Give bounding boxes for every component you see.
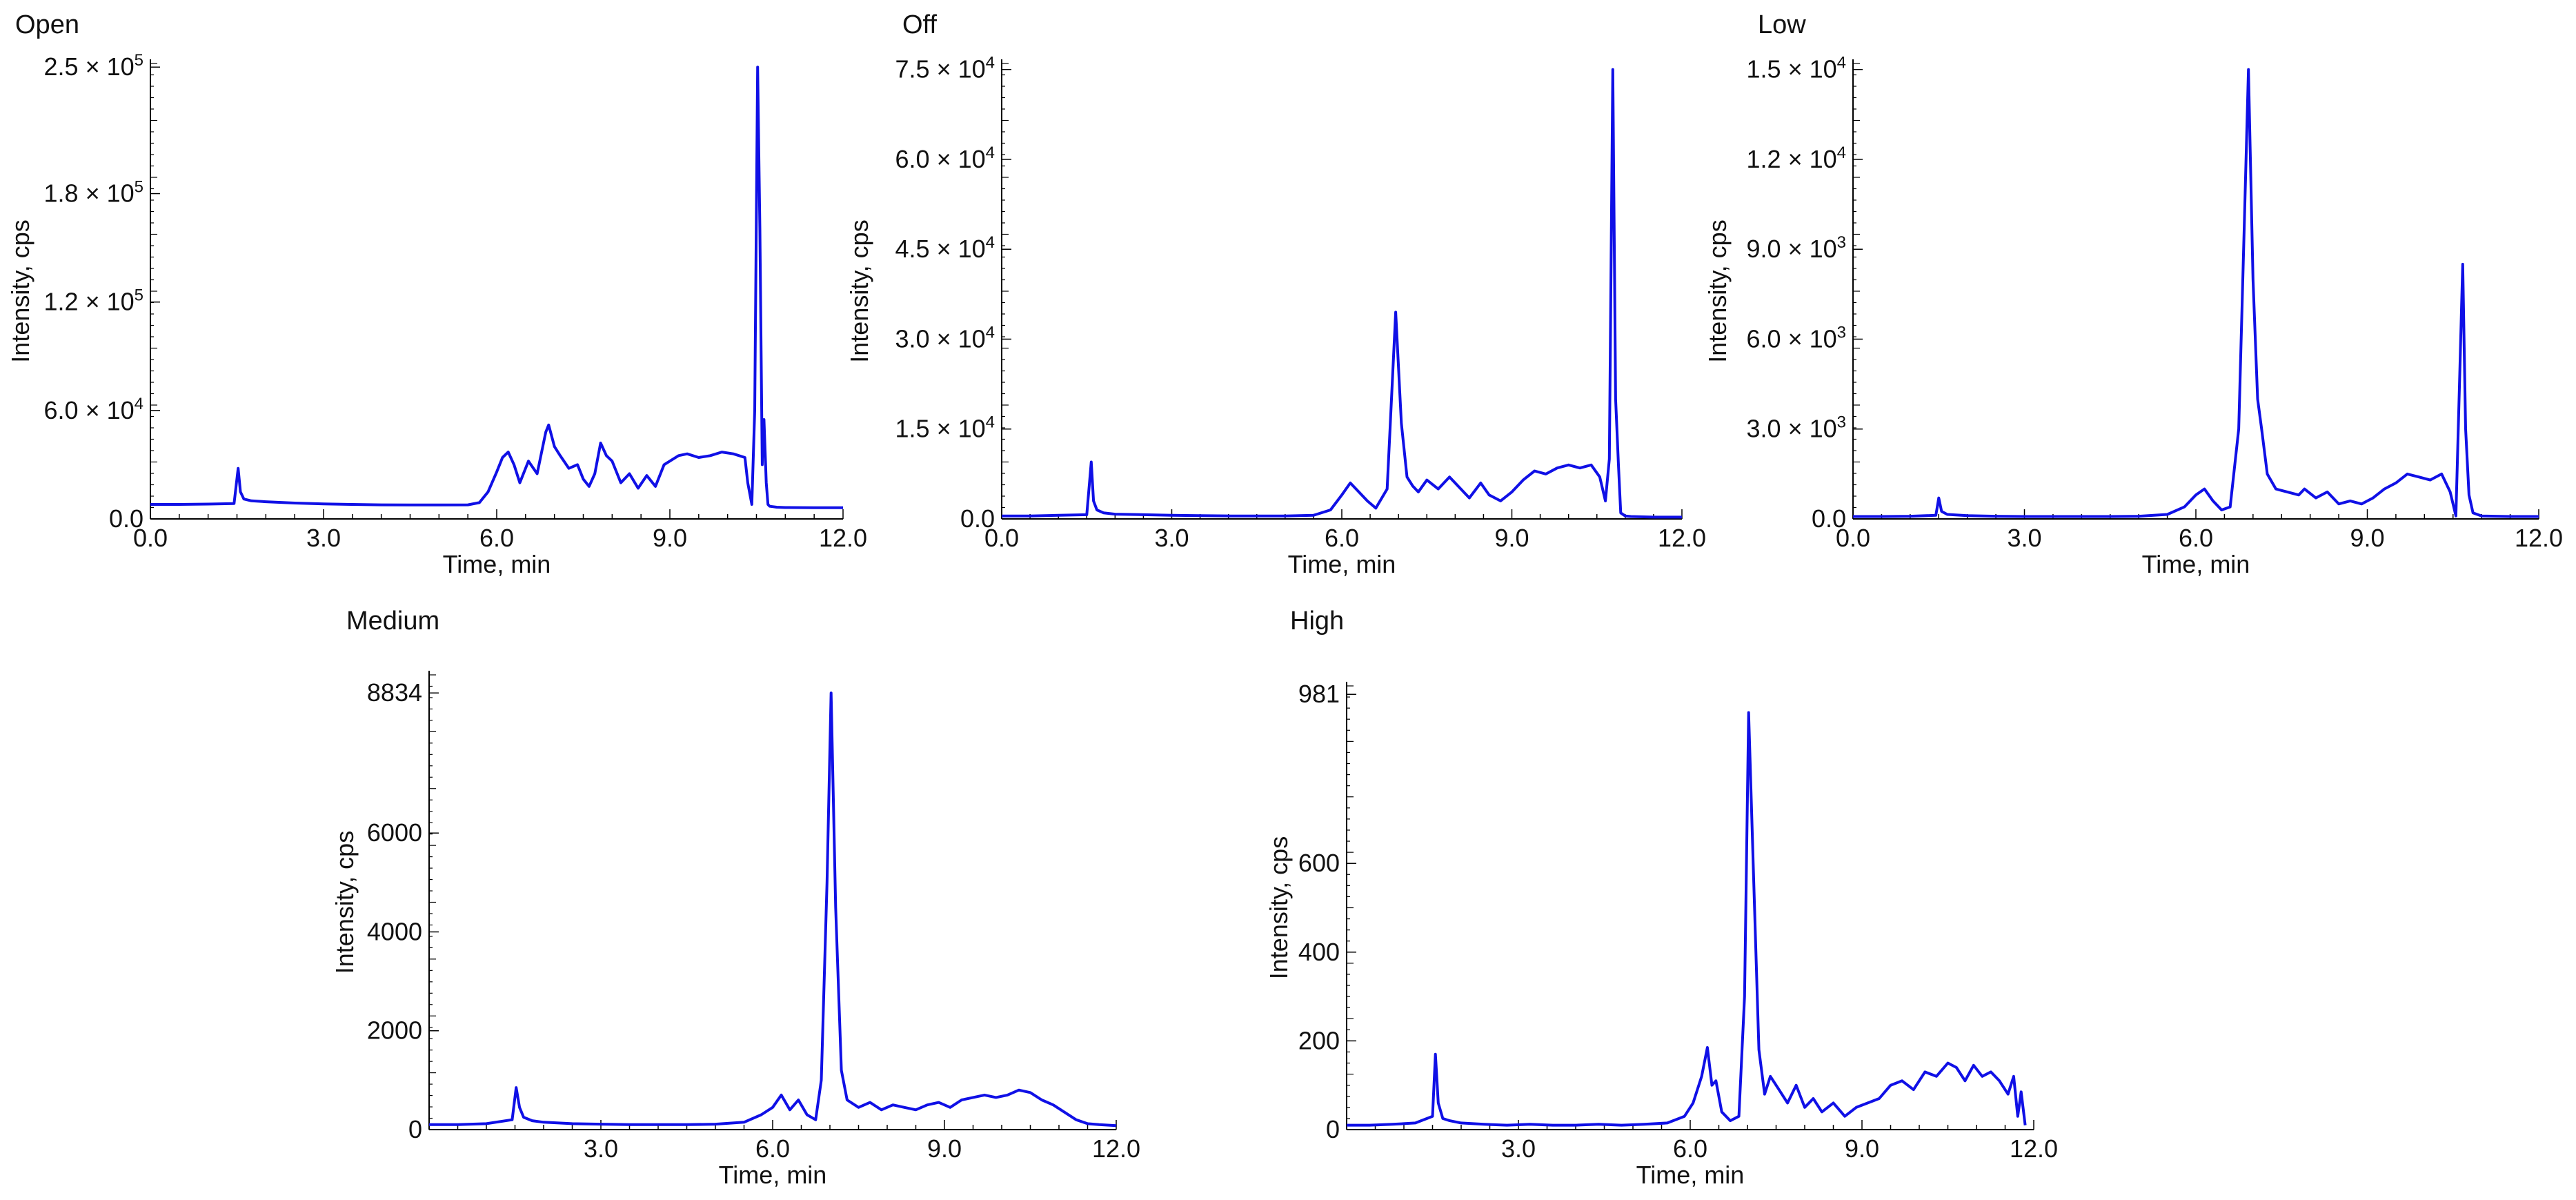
x-tick-label: 9.0 bbox=[927, 1134, 962, 1163]
panel-title: Open bbox=[15, 10, 79, 39]
y-axis-label: Intensity, cps bbox=[6, 219, 34, 362]
chart-panel-low: Low 0.0 3.0 6.0 9.0 12.0 0.0 3.0 × 103 6.0 × 103… bbox=[1703, 10, 2563, 578]
chromatogram-line bbox=[1347, 711, 2027, 1127]
x-tick-label: 6.0 bbox=[1673, 1134, 1707, 1163]
chromatogram-line bbox=[429, 691, 1117, 1128]
y-tick-label: 3.0 × 103 bbox=[1747, 413, 1846, 443]
x-tick-label: 6.0 bbox=[1325, 524, 1359, 552]
y-axis-label: Intensity, cps bbox=[330, 831, 359, 974]
y-tick-label: 1.5 × 104 bbox=[895, 413, 995, 443]
x-axis-label: Time, min bbox=[2142, 550, 2250, 578]
chromatogram-line bbox=[1853, 68, 2539, 518]
x-tick-label: 3.0 bbox=[1154, 524, 1189, 552]
panel-title: High bbox=[1290, 607, 1344, 636]
y-tick-label: 7.5 × 104 bbox=[895, 54, 995, 83]
x-axis-label: Time, min bbox=[1636, 1161, 1745, 1189]
x-tick-label: 9.0 bbox=[2350, 524, 2384, 552]
chromatogram-line bbox=[150, 66, 843, 509]
y-axis-label: Intensity, cps bbox=[1703, 219, 1732, 362]
x-tick-label: 6.0 bbox=[755, 1134, 790, 1163]
y-tick-label: 1.2 × 105 bbox=[44, 286, 143, 316]
x-tick-label: 9.0 bbox=[653, 524, 687, 552]
y-tick-label: 4.5 × 104 bbox=[895, 233, 995, 263]
y-tick-label: 981 bbox=[1298, 680, 1340, 708]
y-tick-label: 8834 bbox=[367, 678, 422, 707]
chart-panel-medium: Medium 3.0 6.0 9.0 12.0 0 2000 4000 6000 8834 Time… bbox=[330, 607, 1140, 1189]
x-tick-label: 6.0 bbox=[2179, 524, 2213, 552]
y-tick-label: 2.5 × 105 bbox=[44, 51, 143, 81]
chart-panel-off: Off 0.0 3.0 6.0 9.0 12.0 0.0 1.5 × 104 3.0 × 104… bbox=[845, 10, 1706, 578]
y-tick-label: 6.0 × 103 bbox=[1747, 323, 1846, 353]
panel-title: Off bbox=[902, 10, 937, 39]
x-tick-label: 12.0 bbox=[2515, 524, 2563, 552]
chart-panel-open: Open 0.0 3.0 6.0 9.0 12.0 0.0 6.0 × 104 1.2 × 10… bbox=[6, 10, 867, 578]
x-tick-label: 9.0 bbox=[1845, 1134, 1879, 1163]
y-tick-label: 200 bbox=[1298, 1026, 1340, 1054]
x-tick-label: 0.0 bbox=[1836, 524, 1870, 552]
x-tick-label: 3.0 bbox=[1501, 1134, 1536, 1163]
y-zero-label: 0.0 bbox=[1812, 504, 1846, 533]
x-tick-label: 12.0 bbox=[1658, 524, 1706, 552]
x-tick-label: 12.0 bbox=[2010, 1134, 2058, 1163]
y-tick-label: 6.0 × 104 bbox=[895, 144, 995, 173]
y-tick-label: 1.2 × 104 bbox=[1747, 144, 1846, 173]
x-axis-label: Time, min bbox=[1288, 550, 1396, 578]
y-axis-label: Intensity, cps bbox=[845, 219, 873, 362]
x-tick-label: 12.0 bbox=[819, 524, 867, 552]
x-tick-label: 3.0 bbox=[2007, 524, 2041, 552]
y-zero-label: 0 bbox=[408, 1115, 422, 1143]
x-tick-label: 12.0 bbox=[1092, 1134, 1140, 1163]
panel-title: Low bbox=[1758, 10, 1806, 39]
y-tick-label: 2000 bbox=[367, 1016, 422, 1045]
x-tick-label: 3.0 bbox=[306, 524, 341, 552]
x-tick-label: 0.0 bbox=[133, 524, 168, 552]
y-tick-label: 6.0 × 104 bbox=[44, 395, 143, 424]
y-tick-label: 3.0 × 104 bbox=[895, 323, 995, 353]
y-zero-label: 0 bbox=[1326, 1115, 1340, 1143]
y-zero-label: 0.0 bbox=[960, 504, 995, 533]
x-tick-label: 0.0 bbox=[984, 524, 1019, 552]
y-tick-label: 400 bbox=[1298, 938, 1340, 966]
y-tick-label: 1.5 × 104 bbox=[1747, 54, 1846, 83]
x-tick-label: 9.0 bbox=[1494, 524, 1529, 552]
chart-panel-high: High 3.0 6.0 9.0 12.0 0 200 400 600 981 Time, min I… bbox=[1265, 607, 2058, 1189]
y-tick-label: 9.0 × 103 bbox=[1747, 233, 1846, 263]
y-tick-label: 1.8 × 105 bbox=[44, 178, 143, 208]
y-tick-label: 600 bbox=[1298, 849, 1340, 877]
y-tick-label: 6000 bbox=[367, 818, 422, 847]
x-axis-label: Time, min bbox=[719, 1161, 827, 1189]
panel-title: Medium bbox=[346, 607, 439, 636]
x-axis-label: Time, min bbox=[443, 550, 551, 578]
chromatogram-line bbox=[1002, 68, 1682, 519]
y-axis-label: Intensity, cps bbox=[1265, 836, 1293, 979]
x-tick-label: 6.0 bbox=[479, 524, 514, 552]
x-tick-label: 3.0 bbox=[584, 1134, 618, 1163]
y-tick-label: 4000 bbox=[367, 917, 422, 945]
y-zero-label: 0.0 bbox=[109, 504, 143, 533]
